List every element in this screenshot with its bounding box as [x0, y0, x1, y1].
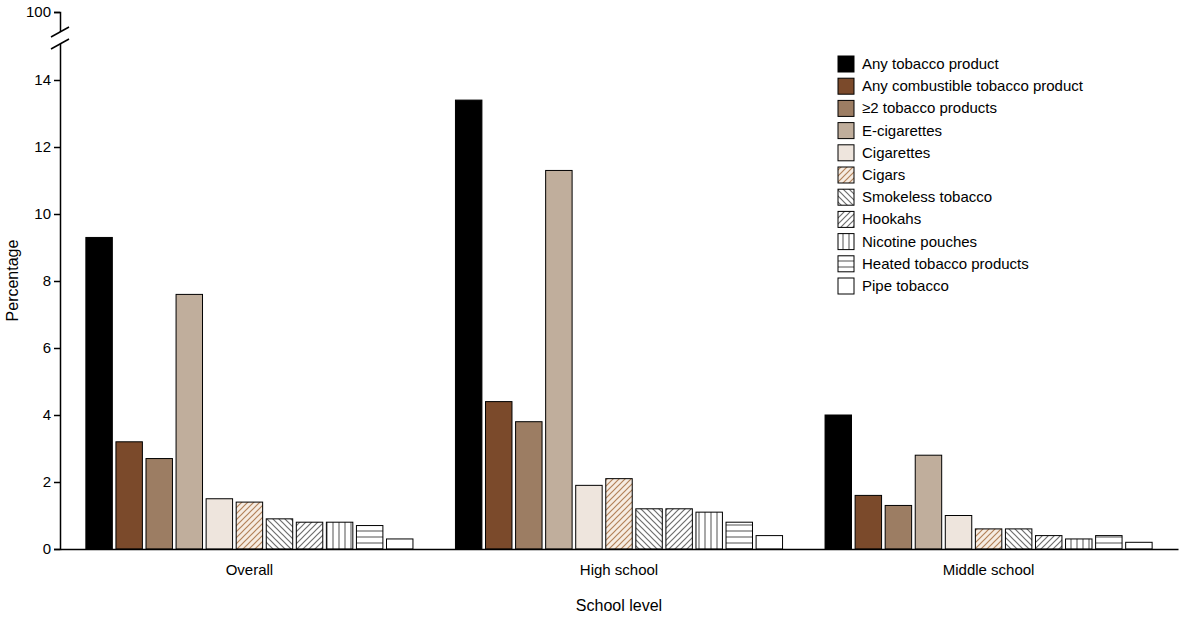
legend: Any tobacco product Any combustible tobac… [838, 55, 1084, 294]
legend-swatch [838, 256, 854, 272]
bar [606, 479, 632, 549]
bar [356, 526, 382, 549]
bar [86, 237, 112, 549]
y-tick: 100 [26, 3, 60, 20]
axis-break-mark [51, 39, 69, 49]
legend-swatch [838, 167, 854, 183]
y-tick-label: 100 [26, 3, 51, 20]
bar [455, 100, 481, 549]
y-tick-label: 14 [34, 71, 51, 88]
y-tick-mark [54, 415, 60, 417]
bar [726, 522, 752, 549]
bar [296, 522, 322, 549]
bar [915, 455, 941, 549]
bar [387, 539, 413, 549]
bar [146, 459, 172, 549]
legend-label: Heated tobacco products [862, 255, 1029, 272]
y-tick: 8 [43, 272, 60, 289]
y-tick-label: 10 [34, 205, 51, 222]
legend-label: Nicotine pouches [862, 233, 977, 250]
legend-label: Cigarettes [862, 144, 930, 161]
legend-swatch [838, 278, 854, 294]
legend-swatch [838, 100, 854, 116]
legend-label: ≥2 tobacco products [862, 99, 997, 116]
x-tick: Middle school [943, 561, 1035, 578]
bar [696, 512, 722, 549]
bar [576, 485, 602, 549]
y-tick-mark [54, 147, 60, 149]
legend-swatch [838, 145, 854, 161]
legend-label: Cigars [862, 166, 905, 183]
bar [516, 422, 542, 549]
legend-swatch [838, 189, 854, 205]
y-tick-label: 12 [34, 138, 51, 155]
x-axis-title: School level [576, 597, 662, 614]
x-axis: Overall High school Middle school [61, 550, 1179, 578]
y-tick-label: 2 [43, 473, 51, 490]
bar [945, 516, 971, 550]
bar [1096, 536, 1122, 549]
y-tick: 10 [34, 205, 60, 222]
bar [885, 505, 911, 549]
y-tick: 2 [43, 473, 60, 490]
y-tick-label: 8 [43, 272, 51, 289]
bar [236, 502, 262, 549]
y-tick: 4 [43, 406, 60, 423]
y-tick-mark [54, 348, 60, 350]
y-tick-mark [54, 214, 60, 216]
legend-swatch [838, 56, 854, 72]
y-axis-title: Percentage [4, 239, 21, 321]
legend-swatch [838, 123, 854, 139]
bar [176, 294, 202, 549]
axis-break-mark [51, 27, 69, 37]
bar [486, 402, 512, 549]
y-tick-mark [54, 281, 60, 283]
x-tick: Overall [226, 561, 274, 578]
x-axis-line [61, 549, 1179, 551]
bar [546, 170, 572, 549]
bar [636, 509, 662, 549]
bar [1005, 529, 1031, 549]
y-tick-mark [54, 80, 60, 82]
y-tick-label: 4 [43, 406, 51, 423]
x-tick-label: High school [580, 561, 658, 578]
y-tick: 0 [43, 540, 60, 557]
bar [1126, 542, 1152, 549]
legend-label: Any tobacco product [862, 55, 1000, 72]
legend-label: Pipe tobacco [862, 277, 949, 294]
bar [825, 415, 851, 549]
legend-label: E-cigarettes [862, 122, 942, 139]
bar [116, 442, 142, 549]
bars [86, 100, 1152, 549]
y-tick-mark [54, 549, 60, 551]
legend-swatch [838, 78, 854, 94]
legend-label: Hookahs [862, 210, 921, 227]
bar [326, 522, 352, 549]
x-tick: High school [580, 561, 658, 578]
bar [975, 529, 1001, 549]
bar [1035, 536, 1061, 549]
bar [1066, 539, 1092, 549]
y-tick: 14 [34, 71, 60, 88]
legend-swatch [838, 211, 854, 227]
x-tick-label: Middle school [943, 561, 1035, 578]
y-tick-mark [54, 12, 60, 14]
chart: 0 2 4 6 8 10 12 14 100 Overall High school Middle s… [0, 0, 1185, 619]
y-tick-mark [54, 482, 60, 484]
y-tick: 6 [43, 339, 60, 356]
bar [855, 495, 881, 549]
bar [666, 509, 692, 549]
y-tick-label: 0 [43, 540, 51, 557]
x-tick-label: Overall [226, 561, 274, 578]
y-axis: 0 2 4 6 8 10 12 14 100 [26, 3, 61, 557]
y-tick: 12 [34, 138, 60, 155]
legend-label: Smokeless tobacco [862, 188, 992, 205]
legend-label: Any combustible tobacco product [862, 77, 1084, 94]
bar [756, 536, 782, 549]
bar [266, 519, 292, 549]
legend-swatch [838, 234, 854, 250]
y-tick-label: 6 [43, 339, 51, 356]
bar [206, 499, 232, 549]
y-axis-line [54, 13, 61, 550]
